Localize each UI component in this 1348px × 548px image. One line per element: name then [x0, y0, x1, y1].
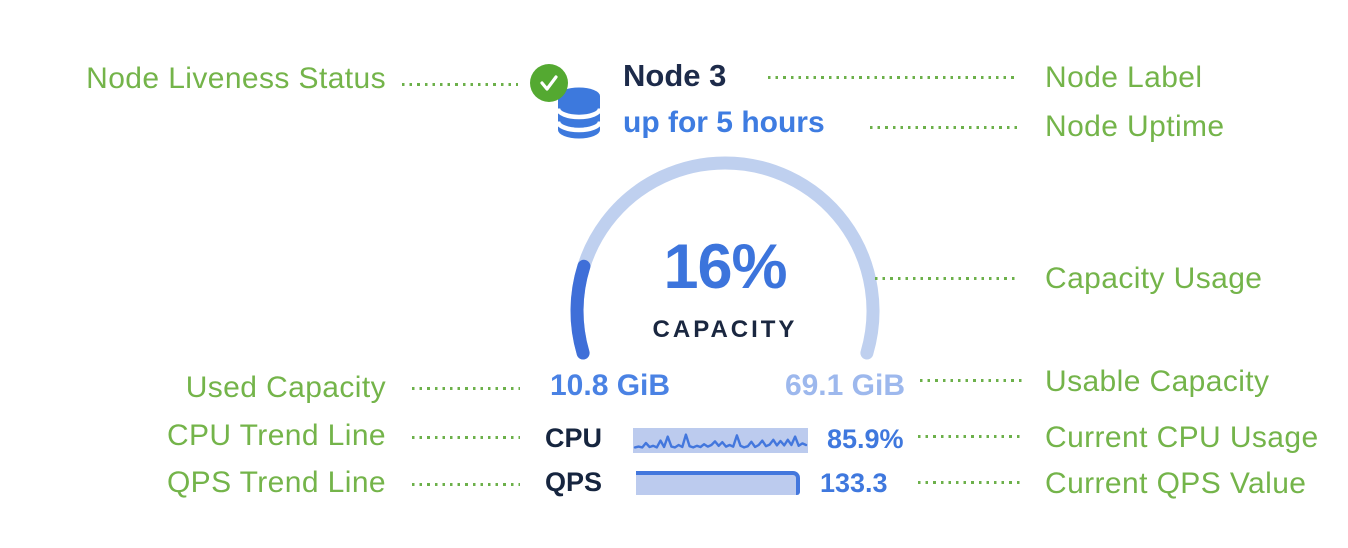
node-liveness-check-icon — [530, 64, 568, 102]
cpu-label: CPU — [545, 423, 603, 453]
usable-capacity-value: 69.1 GiB — [784, 369, 905, 402]
node-uptime: up for 5 hours — [623, 106, 825, 139]
used-capacity-value: 10.8 GiB — [550, 369, 671, 402]
leader-qps-trend-line — [412, 483, 520, 486]
annotation-capacity-usage: Capacity Usage — [1045, 262, 1263, 295]
leader-used-capacity — [412, 387, 520, 390]
node-label: Node 3 — [623, 58, 727, 93]
leader-capacity-usage — [875, 277, 1018, 280]
leader-node-liveness-status — [402, 83, 518, 86]
cpu-trend-sparkline — [633, 428, 808, 453]
gauge-fill-arc — [570, 259, 591, 360]
capacity-gauge — [570, 156, 880, 360]
annotation-node-uptime: Node Uptime — [1045, 110, 1225, 143]
database-icon — [556, 87, 602, 139]
current-qps-value: 133.3 — [820, 468, 888, 498]
annotation-cpu-trend-line: CPU Trend Line — [166, 419, 386, 452]
leader-node-uptime — [870, 126, 1018, 129]
leader-usable-capacity — [920, 379, 1026, 382]
leader-cpu-trend-line — [412, 436, 520, 439]
leader-current-cpu-usage — [918, 435, 1024, 438]
qps-label: QPS — [545, 467, 603, 497]
cpu-sparkline-line — [633, 433, 808, 449]
leader-current-qps-value — [918, 481, 1024, 484]
annotation-used-capacity: Used Capacity — [185, 371, 386, 404]
annotation-node-label: Node Label — [1045, 61, 1203, 94]
capacity-caption: CAPACITY — [652, 316, 798, 343]
annotation-node-liveness-status: Node Liveness Status — [86, 62, 386, 95]
current-cpu-usage-value: 85.9% — [827, 424, 904, 454]
annotation-current-cpu-usage: Current CPU Usage — [1045, 421, 1319, 454]
annotation-current-qps-value: Current QPS Value — [1045, 467, 1307, 500]
leader-node-label — [768, 76, 1018, 79]
capacity-usage-percent: 16% — [663, 232, 787, 302]
check-icon — [540, 75, 558, 91]
cpu-sparkline-background — [633, 428, 808, 453]
annotation-usable-capacity: Usable Capacity — [1045, 365, 1270, 398]
annotation-qps-trend-line: QPS Trend Line — [166, 466, 386, 499]
qps-trend-bar — [636, 471, 800, 495]
